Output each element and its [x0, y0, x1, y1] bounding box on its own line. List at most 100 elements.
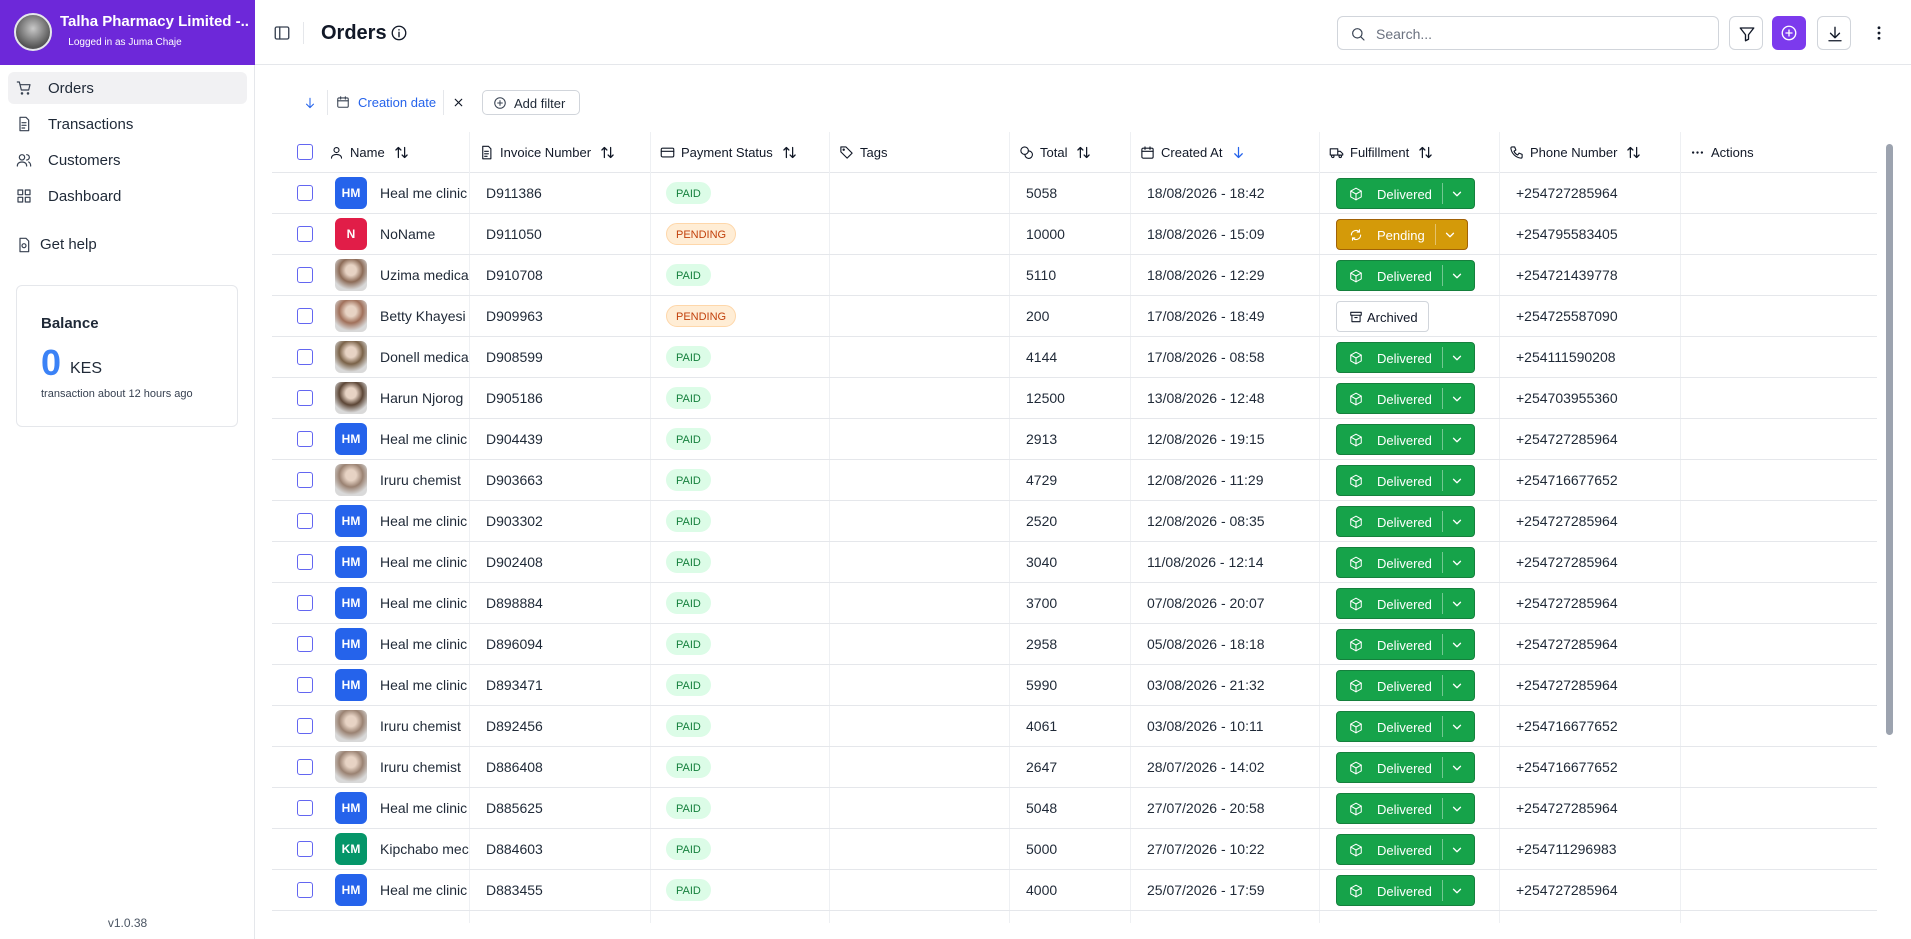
fulfillment-label: Delivered	[1377, 638, 1432, 653]
nav-item[interactable]: Transactions	[8, 108, 247, 140]
help-link[interactable]: Get help	[8, 229, 247, 261]
table-row[interactable]: N NoName D911050 PENDING 10000 18/08/2026 - 1…	[272, 214, 1877, 255]
header-button[interactable]	[1729, 16, 1763, 50]
checkbox[interactable]	[297, 308, 313, 324]
checkbox[interactable]	[297, 882, 313, 898]
table-row[interactable]: Betty Khayesi D909963 PENDING 200 17/08/2026…	[272, 296, 1877, 337]
fulfillment-button[interactable]: Delivered	[1336, 752, 1475, 783]
checkbox[interactable]	[297, 636, 313, 652]
table-row[interactable]: Uzima medica D910708 PAID 5110 18/08/2026 - …	[272, 255, 1877, 296]
column-header[interactable]: Payment Status	[650, 132, 829, 173]
column-header[interactable]: Invoice Number	[469, 132, 650, 173]
checkbox[interactable]	[297, 677, 313, 693]
row-actions[interactable]	[1700, 673, 1724, 697]
fulfillment-button[interactable]: Delivered	[1336, 547, 1475, 578]
checkbox[interactable]	[297, 267, 313, 283]
table-row[interactable]: Iruru chemist D886408 PAID 2647 28/07/2026 -…	[272, 747, 1877, 788]
row-actions[interactable]	[1700, 591, 1724, 615]
row-actions[interactable]	[1700, 796, 1724, 820]
row-actions[interactable]	[1700, 345, 1724, 369]
fulfillment-button[interactable]: Delivered	[1336, 834, 1475, 865]
fulfillment-button[interactable]: Delivered	[1336, 260, 1475, 291]
row-actions[interactable]	[1700, 181, 1724, 205]
checkbox[interactable]	[297, 513, 313, 529]
checkbox[interactable]	[297, 472, 313, 488]
fulfillment-button[interactable]: Delivered	[1336, 424, 1475, 455]
row-actions[interactable]	[1700, 222, 1724, 246]
row-actions[interactable]	[1700, 632, 1724, 656]
table-row[interactable]: KM Kipchabo mec D884603 PAID 5000 27/07/2026 …	[272, 829, 1877, 870]
fulfillment-button[interactable]: Delivered	[1336, 506, 1475, 537]
fulfillment-button[interactable]: Delivered	[1336, 793, 1475, 824]
row-actions[interactable]	[1700, 263, 1724, 287]
header-button[interactable]	[1817, 16, 1851, 50]
column-header[interactable]: Created At	[1130, 132, 1319, 173]
search-box[interactable]: Search...	[1337, 16, 1719, 50]
checkbox[interactable]	[297, 800, 313, 816]
checkbox[interactable]	[297, 718, 313, 734]
fulfillment-button[interactable]: Delivered	[1336, 875, 1475, 906]
column-header[interactable]: Fulfillment	[1319, 132, 1499, 173]
table-row[interactable]: HM Heal me clinic D898884 PAID 3700 07/08/202…	[272, 583, 1877, 624]
fulfillment-button[interactable]: Archived	[1336, 301, 1429, 332]
icon	[839, 145, 854, 160]
fulfillment-button[interactable]: Delivered	[1336, 178, 1475, 209]
checkbox[interactable]	[297, 554, 313, 570]
table-row[interactable]: HM Heal me clinic D904439 PAID 2913 12/08/202…	[272, 419, 1877, 460]
checkbox[interactable]	[297, 759, 313, 775]
fulfillment-button[interactable]: Delivered	[1336, 711, 1475, 742]
checkbox[interactable]	[297, 390, 313, 406]
fulfillment-button[interactable]: Delivered	[1336, 383, 1475, 414]
row-actions[interactable]	[1700, 714, 1724, 738]
fulfillment-button[interactable]: Delivered	[1336, 588, 1475, 619]
table-row[interactable]: Iruru chemist D903663 PAID 4729 12/08/2026 -…	[272, 460, 1877, 501]
table-row[interactable]: HM Heal me clinic D911386 PAID 5058 18/08/202…	[272, 173, 1877, 214]
fulfillment-label: Delivered	[1377, 843, 1432, 858]
table-row[interactable]: Donell medica D908599 PAID 4144 17/08/2026 -…	[272, 337, 1877, 378]
column-header[interactable]: Total	[1009, 132, 1130, 173]
row-actions[interactable]	[1700, 837, 1724, 861]
table-row[interactable]: HM Heal me clinic D896094 PAID 2958 05/08/202…	[272, 624, 1877, 665]
nav-item[interactable]: Orders	[8, 72, 247, 104]
checkbox[interactable]	[297, 185, 313, 201]
fulfillment-button[interactable]: Delivered	[1336, 465, 1475, 496]
checkbox[interactable]	[297, 841, 313, 857]
header-button[interactable]	[1862, 16, 1896, 50]
order-total: 12500	[1026, 390, 1065, 406]
row-actions[interactable]	[1700, 386, 1724, 410]
row-actions[interactable]	[1700, 878, 1724, 902]
phone-number: +254703955360	[1516, 390, 1618, 406]
table-row[interactable]: HM Heal me clinic D902408 PAID 3040 11/08/202…	[272, 542, 1877, 583]
fulfillment-button[interactable]: Pending	[1336, 219, 1468, 250]
column-header[interactable]: Name	[319, 132, 469, 173]
table-row[interactable]: HM Heal me clinic D883455 PAID 4000 25/07/202…	[272, 870, 1877, 911]
table-row[interactable]: HM Heal me clinic D885625 PAID 5048 27/07/202…	[272, 788, 1877, 829]
filter-chip[interactable]: Creation date	[327, 90, 444, 115]
checkbox[interactable]	[297, 144, 313, 160]
fulfillment-button[interactable]: Delivered	[1336, 342, 1475, 373]
column-header[interactable]: Phone Number	[1499, 132, 1680, 173]
scrollbar-thumb[interactable]	[1886, 144, 1893, 735]
checkbox[interactable]	[297, 595, 313, 611]
table-row[interactable]: HM Heal me clinic D893471 PAID 5990 03/08/202…	[272, 665, 1877, 706]
row-actions[interactable]	[1700, 550, 1724, 574]
header-button[interactable]	[1772, 16, 1806, 50]
row-actions[interactable]	[1700, 427, 1724, 451]
fulfillment-button[interactable]: Delivered	[1336, 670, 1475, 701]
table-row[interactable]: Harun Njorog D905186 PAID 12500 13/08/2026 -…	[272, 378, 1877, 419]
checkbox[interactable]	[297, 349, 313, 365]
nav-item[interactable]: Customers	[8, 144, 247, 176]
nav-item[interactable]: Dashboard	[8, 180, 247, 212]
row-actions[interactable]	[1700, 509, 1724, 533]
fulfillment-button[interactable]: Delivered	[1336, 629, 1475, 660]
button-divider	[1442, 880, 1443, 901]
table-row[interactable]: Iruru chemist D892456 PAID 4061 03/08/2026 -…	[272, 706, 1877, 747]
table-row[interactable]: HM Heal me clinic D903302 PAID 2520 12/08/202…	[272, 501, 1877, 542]
add-filter[interactable]: Add filter	[482, 90, 580, 115]
checkbox[interactable]	[297, 431, 313, 447]
row-actions[interactable]	[1700, 304, 1724, 328]
checkbox[interactable]	[297, 226, 313, 242]
row-actions[interactable]	[1700, 755, 1724, 779]
row-actions[interactable]	[1700, 468, 1724, 492]
